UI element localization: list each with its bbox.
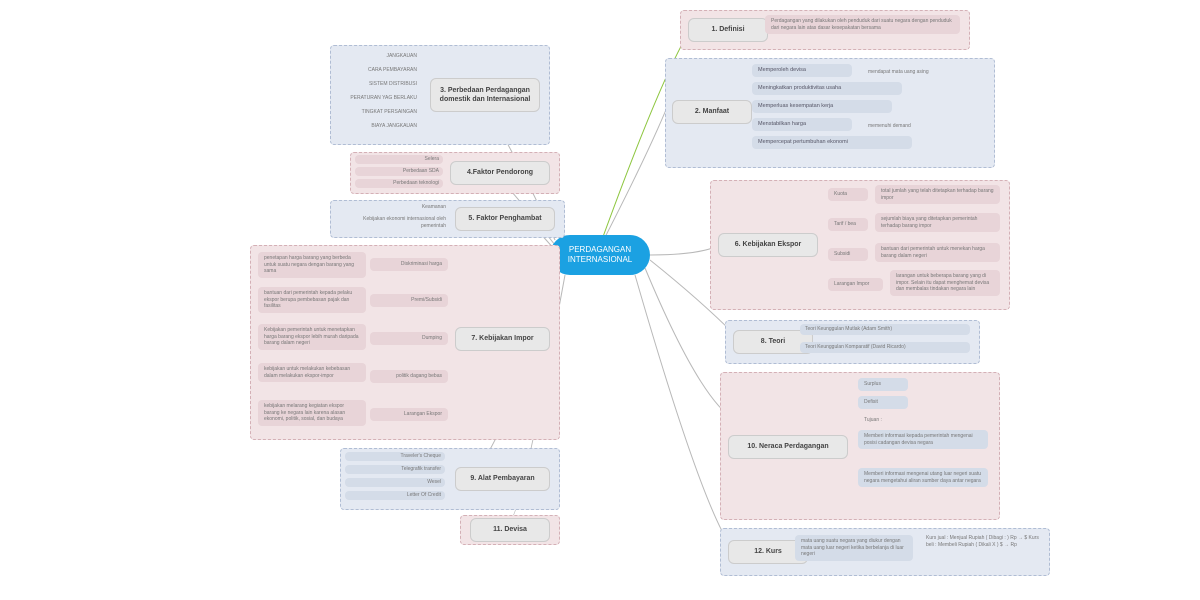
topic-manfaat[interactable]: 2. Manfaat	[672, 100, 752, 124]
topic-ekspor[interactable]: 6. Kebijakan Ekspor	[718, 233, 818, 257]
perb-4: PERATURAN YAG BERLAKU	[335, 92, 423, 105]
perb-6: BIAYA JANGKAUAN	[335, 120, 423, 133]
topic-perbedaan-label: 3. Perbedaan Perdagangan domestik dan In…	[439, 86, 531, 104]
ner-3: Tujuan :	[858, 414, 908, 427]
manfaat-4: Menstabilkan harga	[752, 118, 852, 131]
topic-kurs-label: 12. Kurs	[754, 547, 782, 556]
center-node[interactable]: PERDAGANGAN INTERNASIONAL	[550, 235, 650, 275]
pend-1: Selera	[355, 155, 443, 164]
manfaat-1b: mendapat mata uang asing	[862, 66, 972, 79]
topic-definisi-label: 1. Definisi	[711, 25, 744, 34]
alat-1: Traveler's Cheque	[345, 452, 445, 461]
topic-impor[interactable]: 7. Kebijakan Impor	[455, 327, 550, 351]
impor-k4: Larangan Ekspor	[370, 408, 448, 421]
ner-5: Memberi informasi mengenai utang luar ne…	[858, 468, 988, 487]
ekspor-k1: Tarif / bea	[828, 218, 868, 231]
topic-alat[interactable]: 9. Alat Pembayaran	[455, 467, 550, 491]
alat-4: Letter Of Credit	[345, 491, 445, 500]
ner-2: Defisit	[858, 396, 908, 409]
impor-v2: Kebijakan pemerintah untuk menetapkan ha…	[258, 324, 366, 350]
manfaat-5: Mempercepat pertumbuhan ekonomi	[752, 136, 912, 149]
ekspor-k3: Larangan Impor	[828, 278, 883, 291]
topic-pendorong[interactable]: 4.Faktor Pendorong	[450, 161, 550, 185]
ekspor-v0: total jumlah yang telah ditetapkan terha…	[875, 185, 1000, 204]
topic-ekspor-label: 6. Kebijakan Ekspor	[735, 240, 802, 249]
ner-4: Memberi informasi kepada pemerintah meng…	[858, 430, 988, 449]
perb-2: CARA PEMBAYARAN	[335, 64, 423, 77]
topic-alat-label: 9. Alat Pembayaran	[470, 474, 534, 483]
perb-1: JANGKAUAN	[335, 50, 423, 63]
topic-manfaat-label: 2. Manfaat	[695, 107, 729, 116]
ekspor-v3: larangan untuk beberapa barang yang di i…	[890, 270, 1000, 296]
ner-1: Surplus	[858, 378, 908, 391]
teori-1: Teori Keunggulan Mutlak (Adam Smith)	[800, 324, 970, 335]
manfaat-2: Meningkatkan produktivitas usaha	[752, 82, 902, 95]
ekspor-v1: sejumlah biaya yang ditetapkan pemerinta…	[875, 213, 1000, 232]
ekspor-v2: bantuan dari pemerintah untuk menekan ha…	[875, 243, 1000, 262]
topic-devisa-label: 11. Devisa	[493, 525, 527, 534]
topic-teori-label: 8. Teori	[761, 337, 785, 346]
topic-neraca[interactable]: 10. Neraca Perdagangan	[728, 435, 848, 459]
impor-v1: bantuan dari pemerintah kepada pelaku ek…	[258, 287, 366, 313]
perb-3: SISTEM DISTRIBUSI	[335, 78, 423, 91]
impor-k1: Premi/Subsidi	[370, 294, 448, 307]
kurs-desc: mata uang suatu negara yang diukur denga…	[795, 535, 913, 561]
pengh-2: Kebijakan ekonomi internasional oleh pem…	[335, 215, 450, 230]
topic-devisa[interactable]: 11. Devisa	[470, 518, 550, 542]
manfaat-3: Memperluas kesempatan kerja	[752, 100, 892, 113]
connector-lines	[0, 0, 1200, 600]
kurs-extra: Kurs jual : Menjual Rupiah ( Dibagi : ) …	[920, 532, 1045, 551]
topic-neraca-label: 10. Neraca Perdagangan	[747, 442, 828, 451]
perb-5: TINGKAT PERSAINGAN	[335, 106, 423, 119]
definisi-desc: Perdagangan yang dilakukan oleh penduduk…	[765, 15, 960, 34]
impor-v0: penetapan harga barang yang berbeda untu…	[258, 252, 366, 278]
impor-v4: kebijakan melarang kegiatan ekspor baran…	[258, 400, 366, 426]
topic-pendorong-label: 4.Faktor Pendorong	[467, 168, 533, 177]
impor-v3: kebijakan untuk melakukan kebebasan dala…	[258, 363, 366, 382]
alat-3: Wesel	[345, 478, 445, 487]
ekspor-k0: Kuota	[828, 188, 868, 201]
pend-2: Perbedaan SDA	[355, 167, 443, 176]
manfaat-4b: memenuhi demand	[862, 120, 962, 133]
topic-perbedaan[interactable]: 3. Perbedaan Perdagangan domestik dan In…	[430, 78, 540, 112]
topic-penghambat[interactable]: 5. Faktor Penghambat	[455, 207, 555, 231]
manfaat-1: Memperoleh devisa	[752, 64, 852, 77]
ekspor-k2: Subsidi	[828, 248, 868, 261]
pend-3: Perbedaan teknologi	[355, 179, 443, 188]
alat-2: Telegrafik transfer	[345, 465, 445, 474]
impor-k3: politik dagang bebas	[370, 370, 448, 383]
topic-definisi[interactable]: 1. Definisi	[688, 18, 768, 42]
impor-k0: Diskriminasi harga	[370, 258, 448, 271]
center-label: PERDAGANGAN INTERNASIONAL	[558, 245, 642, 266]
topic-impor-label: 7. Kebijakan Impor	[471, 334, 533, 343]
pengh-1: Keamanan	[335, 203, 450, 212]
impor-k2: Dumping	[370, 332, 448, 345]
topic-penghambat-label: 5. Faktor Penghambat	[468, 214, 541, 223]
teori-2: Teori Keunggulan Komparatif (David Ricar…	[800, 342, 970, 353]
